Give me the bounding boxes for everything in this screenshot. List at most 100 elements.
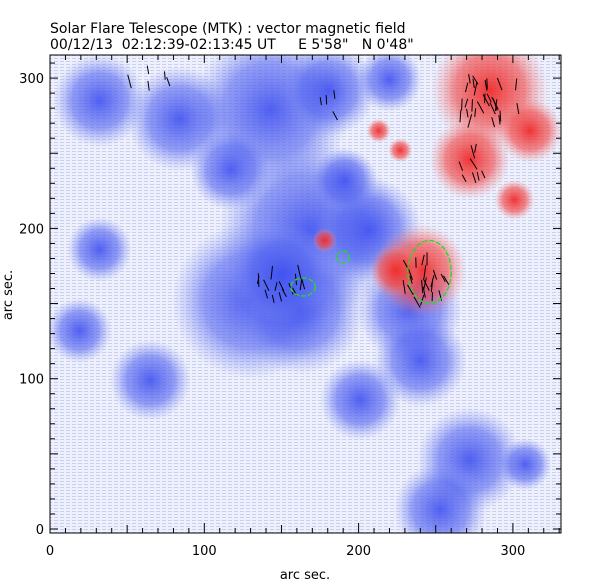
transverse-field-vector bbox=[281, 288, 287, 298]
x-tick-label: 0 bbox=[46, 544, 54, 559]
transverse-field-vector bbox=[127, 74, 132, 89]
transverse-field-vector bbox=[468, 74, 471, 84]
transverse-field-vector bbox=[297, 264, 302, 279]
x-tick-label: 100 bbox=[192, 544, 217, 559]
transverse-field-vector bbox=[484, 80, 488, 91]
transverse-field-vector bbox=[422, 278, 430, 291]
transverse-field-vector bbox=[465, 82, 469, 93]
transverse-field-vector bbox=[498, 115, 501, 125]
transverse-field-vector bbox=[257, 273, 260, 288]
transverse-field-vector bbox=[146, 65, 150, 75]
negative-field-region bbox=[53, 55, 146, 147]
transverse-field-vector bbox=[413, 296, 421, 308]
transverse-field-vector bbox=[489, 102, 496, 115]
transverse-field-vector bbox=[301, 279, 306, 290]
transverse-field-vector bbox=[443, 275, 450, 286]
y-tick-label: 300 bbox=[19, 72, 44, 87]
transverse-field-vector bbox=[264, 289, 268, 299]
negative-field-region bbox=[312, 148, 377, 213]
positive-field-region bbox=[494, 179, 535, 220]
transverse-field-vector bbox=[332, 111, 338, 121]
negative-field-region bbox=[357, 55, 422, 112]
transverse-field-vector bbox=[472, 75, 479, 85]
transverse-field-vector bbox=[420, 294, 425, 306]
x-axis-label: arc sec. bbox=[280, 568, 330, 583]
transverse-field-vector bbox=[274, 282, 278, 291]
negative-field-region bbox=[394, 463, 487, 533]
transverse-field-vector bbox=[166, 76, 171, 87]
plot-frame bbox=[49, 54, 562, 534]
transverse-field-vector bbox=[325, 95, 328, 105]
transverse-field-vector bbox=[432, 269, 438, 280]
transverse-field-vector bbox=[271, 294, 275, 304]
negative-field-region bbox=[67, 217, 132, 282]
y-tick-label: 0 bbox=[36, 523, 44, 538]
transverse-field-vector bbox=[491, 117, 496, 128]
transverse-field-vector bbox=[423, 277, 427, 290]
negative-field-region bbox=[109, 339, 191, 421]
transverse-field-vector bbox=[278, 292, 283, 302]
positive-field-region bbox=[366, 118, 391, 143]
negative-field-region bbox=[282, 55, 376, 137]
transverse-field-vector bbox=[270, 265, 273, 280]
transverse-field-vector bbox=[476, 171, 480, 181]
negative-field-region bbox=[499, 438, 552, 491]
transverse-field-vector bbox=[466, 108, 469, 118]
x-tick-label: 300 bbox=[500, 544, 525, 559]
transverse-field-vector bbox=[402, 279, 406, 294]
transverse-field-vector bbox=[491, 96, 499, 110]
transverse-field-vector bbox=[481, 170, 486, 179]
transverse-field-vector bbox=[409, 275, 413, 284]
transverse-field-vector bbox=[406, 284, 414, 296]
transverse-field-vector bbox=[421, 254, 425, 266]
transverse-field-vector bbox=[486, 93, 492, 103]
transverse-field-vector bbox=[402, 259, 408, 268]
positive-field-region bbox=[369, 244, 422, 297]
positive-field-region bbox=[429, 118, 510, 200]
x-tick-label: 200 bbox=[346, 544, 371, 559]
negative-field-region bbox=[50, 298, 112, 363]
transverse-field-vector bbox=[474, 143, 477, 153]
transverse-field-vector bbox=[421, 279, 424, 294]
transverse-field-vector bbox=[499, 110, 502, 122]
transverse-field-vector bbox=[474, 108, 477, 117]
transverse-field-vector bbox=[467, 114, 473, 128]
positive-field-region bbox=[312, 228, 337, 253]
transverse-field-vector bbox=[476, 101, 485, 114]
transverse-field-vector bbox=[319, 97, 322, 106]
transverse-field-vector bbox=[470, 145, 476, 159]
y-tick-label: 200 bbox=[19, 222, 44, 237]
positive-field-region bbox=[497, 98, 561, 163]
transverse-field-vector bbox=[278, 281, 285, 291]
field-contour bbox=[407, 239, 452, 305]
transverse-field-vector bbox=[472, 78, 475, 89]
negative-field-region bbox=[190, 129, 271, 211]
transverse-field-vector bbox=[516, 103, 520, 115]
transverse-field-vector bbox=[422, 286, 426, 298]
transverse-field-vector bbox=[473, 81, 478, 96]
transverse-field-vector bbox=[263, 279, 270, 292]
transverse-field-vector bbox=[471, 172, 477, 183]
transverse-field-vector bbox=[430, 279, 434, 293]
field-contour bbox=[336, 250, 351, 264]
transverse-field-vector bbox=[423, 265, 427, 279]
positive-field-region bbox=[388, 138, 413, 163]
transverse-field-vector bbox=[440, 273, 446, 283]
transverse-field-vector bbox=[496, 77, 503, 91]
negative-field-region bbox=[319, 359, 401, 441]
y-axis-label: arc sec. bbox=[1, 270, 16, 320]
transverse-field-vector bbox=[164, 71, 166, 80]
negative-field-region bbox=[231, 223, 332, 324]
y-tick-label: 100 bbox=[19, 373, 44, 388]
chart-title: Solar Flare Telescope (MTK) : vector mag… bbox=[50, 21, 406, 37]
transverse-field-vector bbox=[459, 110, 462, 123]
field-contour bbox=[290, 277, 317, 297]
transverse-field-vector bbox=[469, 158, 478, 170]
transverse-field-vector bbox=[482, 94, 490, 107]
transverse-field-vector bbox=[515, 78, 518, 91]
transverse-field-vector bbox=[464, 98, 469, 108]
transverse-field-vector bbox=[458, 161, 464, 171]
transverse-field-vector bbox=[461, 174, 467, 182]
transverse-field-vector bbox=[471, 99, 473, 112]
